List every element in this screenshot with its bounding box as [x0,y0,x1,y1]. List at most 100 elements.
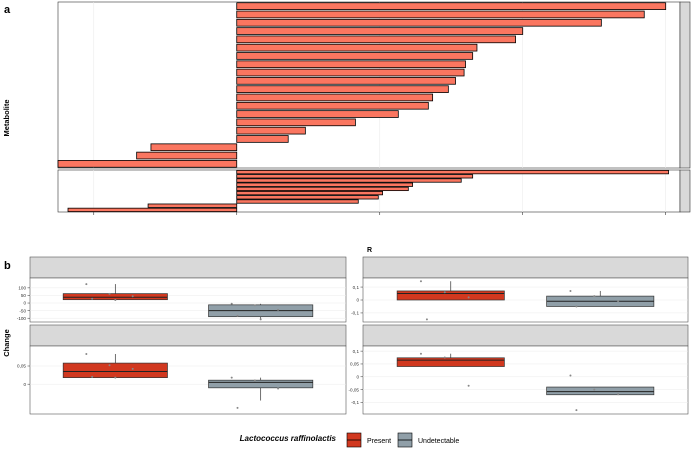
panel-b-stray-label: R [367,247,372,254]
data-point [108,364,111,367]
y-tick-label: 0,1 [353,349,360,354]
y-tick-label: 100 [18,286,26,291]
data-point [575,409,578,412]
data-point [467,384,470,387]
title-strip [29,256,347,279]
box [396,357,505,367]
bar [236,126,306,135]
panel-background [57,1,681,169]
bar [236,35,516,44]
y-tick-label: 0,05 [350,362,359,367]
bar [236,178,462,183]
data-point [277,387,280,390]
data-point [236,406,239,409]
bar [236,186,409,192]
data-point [259,318,262,321]
bar [236,10,645,19]
bar [236,101,429,110]
boxplot-succinic-acid: 0,1 0,05 0 -0,05 -0,1 [349,324,689,415]
boxplot-dimethylglycine: 0,05 0 [17,324,347,415]
bar [136,151,238,160]
legend-label-present: Present [367,438,391,445]
data-point [419,352,422,355]
y-tick-label: 0 [23,382,26,387]
legend-label-undetectable: Undetectable [418,438,459,445]
legend: Lactococcus raffinolactis Present Undete… [240,432,459,448]
bar [236,195,379,200]
data-point [131,367,134,370]
y-tick-label: 0 [23,301,26,306]
title-strip [29,324,347,347]
y-tick-label: 0,1 [353,285,360,290]
title-strip [362,324,689,347]
bar-chart-scfacs [57,169,691,213]
facet-strip [679,1,691,169]
bar [57,160,238,168]
y-tick-label: -0,1 [351,311,359,316]
data-point [419,280,422,283]
data-point [467,296,470,299]
bar [236,77,456,85]
data-point [617,393,620,396]
y-tick-label: 0 [356,374,359,379]
bar [236,169,669,175]
box [208,379,314,389]
box [396,290,505,301]
bar [150,143,238,152]
plot-area [362,345,689,415]
data-point [85,353,88,355]
legend-title: Lactococcus raffinolactis [240,434,337,443]
data-point [253,379,256,382]
data-point [569,289,572,292]
data-point [443,356,446,359]
data-point [253,304,256,307]
data-point [443,291,446,294]
boxplot-betaine: 0,1 0 -0,1 [351,256,689,323]
data-point [114,376,117,379]
title-strip [362,256,689,279]
bar [236,135,289,143]
boxplot-acetic: 100 50 0 -50 -100 [17,256,347,323]
y-tick-label: -0,1 [351,400,359,405]
bar [236,2,667,10]
bar [236,182,414,187]
data-point [114,299,117,301]
data-point [230,302,233,305]
y-tick-label: -0,05 [349,387,360,392]
y-tick-label: 0,05 [17,364,26,369]
bar [236,68,465,77]
box [546,386,655,396]
panel-a-x-axis [93,212,667,215]
bar [67,207,238,213]
data-point [617,300,620,303]
panel-b-y-axis-title: Change [2,329,11,357]
panel-a-label: a [4,4,11,16]
data-point [230,376,233,379]
data-point [277,308,280,311]
y-tick-label: 50 [21,293,27,298]
data-point [236,314,239,317]
y-tick-label: 0 [356,298,359,303]
bar [236,199,359,204]
bar [236,18,602,27]
y-tick-label: -50 [19,308,26,313]
data-point [569,374,572,377]
bar-chart-hnmr [57,1,691,169]
bar [236,190,383,196]
panel-a-y-axis-title: Metabolite [2,99,11,136]
data-point [91,375,94,378]
data-point [575,305,578,308]
data-point [108,292,111,295]
y-tick-label: -100 [17,316,27,321]
data-point [131,295,134,298]
data-point [91,297,94,300]
bar [236,174,474,179]
data-point [593,388,596,391]
box [62,362,168,378]
data-point [425,318,428,321]
bar [236,118,356,127]
data-point [593,295,596,298]
bar [236,85,449,93]
bar [236,43,478,52]
